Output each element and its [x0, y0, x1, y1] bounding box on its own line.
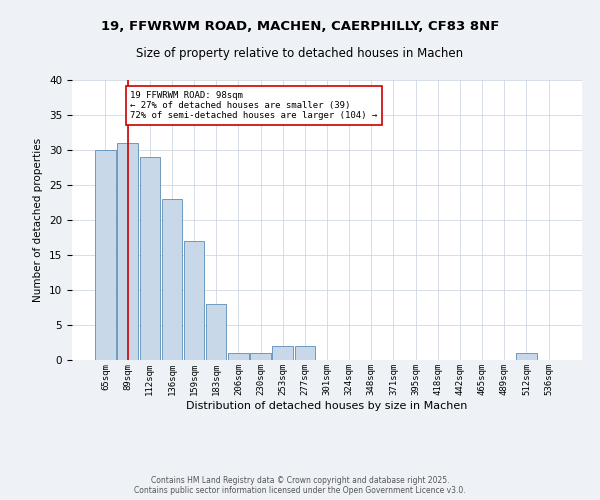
Bar: [140, 157, 160, 360]
Bar: [228, 353, 248, 360]
Y-axis label: Number of detached properties: Number of detached properties: [34, 138, 43, 302]
Text: Contains HM Land Registry data © Crown copyright and database right 2025.
Contai: Contains HM Land Registry data © Crown c…: [134, 476, 466, 495]
Bar: [516, 353, 536, 360]
Bar: [206, 304, 226, 360]
X-axis label: Distribution of detached houses by size in Machen: Distribution of detached houses by size …: [187, 400, 467, 410]
Bar: [184, 241, 204, 360]
Text: 19, FFWRWM ROAD, MACHEN, CAERPHILLY, CF83 8NF: 19, FFWRWM ROAD, MACHEN, CAERPHILLY, CF8…: [101, 20, 499, 33]
Text: Size of property relative to detached houses in Machen: Size of property relative to detached ho…: [136, 48, 464, 60]
Bar: [250, 353, 271, 360]
Bar: [118, 143, 138, 360]
Bar: [95, 150, 116, 360]
Bar: [161, 199, 182, 360]
Bar: [272, 346, 293, 360]
Bar: [295, 346, 315, 360]
Text: 19 FFWRWM ROAD: 98sqm
← 27% of detached houses are smaller (39)
72% of semi-deta: 19 FFWRWM ROAD: 98sqm ← 27% of detached …: [130, 90, 377, 120]
